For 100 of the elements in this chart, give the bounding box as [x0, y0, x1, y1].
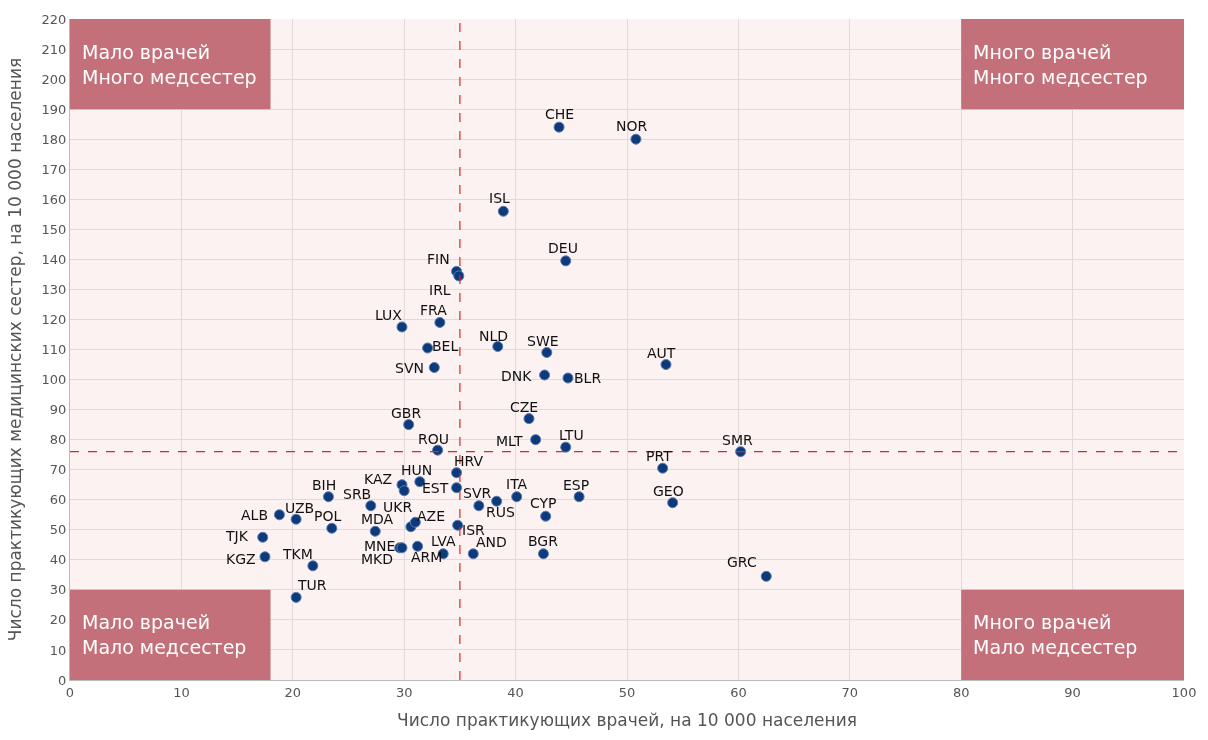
- point: [539, 369, 551, 381]
- y-tick-label: 30: [49, 582, 67, 598]
- y-tick-label: 190: [41, 101, 67, 117]
- y-tick-label: 80: [49, 432, 67, 448]
- series-label: TUR: [297, 577, 327, 593]
- series-label: POL: [314, 508, 342, 524]
- series-label: BLR: [574, 370, 602, 386]
- point: [290, 513, 302, 525]
- series-label: ROU: [418, 431, 449, 447]
- series-label: HRV: [454, 453, 484, 469]
- series-label: CYP: [530, 495, 557, 511]
- series-label: TJK: [225, 528, 249, 544]
- series-label: IRL: [429, 282, 451, 298]
- point: [396, 321, 408, 333]
- x-tick-label: 10: [173, 684, 190, 700]
- series-label: FRA: [420, 302, 448, 318]
- series-label: KGZ: [226, 551, 256, 567]
- x-tick-label: 50: [618, 684, 636, 700]
- y-tick-label: 70: [49, 462, 67, 478]
- series-label: SVR: [463, 485, 492, 501]
- series-label: MNE: [364, 538, 396, 554]
- x-axis-title: Число практикующих врачей, на 10 000 населения: [397, 710, 857, 730]
- y-tick-label: 20: [49, 612, 67, 628]
- series-label: SVN: [395, 360, 424, 376]
- annotation: Много врачей Мало медсестер: [973, 611, 1138, 658]
- point: [530, 434, 542, 446]
- y-tick-label: 150: [41, 221, 67, 237]
- point: [473, 500, 485, 512]
- series-label: MLT: [496, 433, 523, 449]
- series-label: CHE: [545, 106, 575, 122]
- y-tick-label: 180: [41, 131, 67, 147]
- y-tick-label: 210: [41, 41, 67, 57]
- series-label: DNK: [501, 368, 533, 384]
- point: [452, 519, 464, 531]
- x-tick-label: 90: [1064, 684, 1081, 700]
- point: [657, 462, 669, 474]
- point: [497, 205, 509, 217]
- point: [511, 491, 523, 503]
- series-label: SMR: [722, 432, 753, 448]
- point: [322, 491, 334, 503]
- point: [491, 495, 503, 507]
- point: [326, 522, 338, 534]
- series-label: ESP: [563, 477, 590, 493]
- x-tick-label: 40: [507, 684, 524, 700]
- point: [369, 525, 381, 537]
- y-tick-label: 50: [49, 522, 67, 538]
- y-axis-title: Число практикующих медицинских сестер, на 10 000 населения: [5, 57, 26, 642]
- point: [451, 467, 463, 479]
- series-label: KAZ: [364, 471, 393, 487]
- series-label: FIN: [427, 251, 450, 267]
- x-tick-label: 70: [841, 684, 859, 700]
- point: [541, 347, 553, 358]
- y-tick-label: 200: [41, 71, 67, 87]
- y-tick-label: 120: [41, 312, 67, 327]
- series-label: CZE: [510, 399, 539, 415]
- point: [560, 441, 572, 453]
- point: [760, 570, 772, 582]
- x-tick-label: 80: [952, 684, 970, 700]
- point: [307, 560, 319, 572]
- series-label: TKM: [282, 546, 313, 562]
- series-label: NLD: [479, 328, 509, 344]
- point: [660, 359, 672, 371]
- point: [492, 341, 504, 352]
- point: [365, 500, 377, 512]
- y-tick-label: 170: [41, 161, 67, 177]
- series-label: NOR: [616, 118, 648, 134]
- y-tick-label: 90: [49, 402, 67, 418]
- point: [560, 255, 572, 267]
- y-tick-label: 10: [49, 642, 67, 658]
- point: [257, 531, 269, 543]
- series-label: EST: [422, 480, 449, 496]
- annotation: Мало врачей Мало медсестер: [82, 611, 247, 658]
- series-label: AUT: [647, 345, 676, 361]
- point: [451, 482, 463, 494]
- point: [434, 316, 446, 328]
- series-label: ARM: [411, 549, 443, 565]
- point: [398, 485, 410, 497]
- series-label: BIH: [312, 477, 337, 493]
- y-tick-label: 40: [49, 552, 67, 568]
- point: [553, 121, 565, 133]
- y-tick-label: 220: [41, 11, 67, 27]
- point: [630, 133, 642, 145]
- y-tick-label: 140: [41, 251, 67, 267]
- y-tick-label: 60: [49, 492, 67, 508]
- series-label: LVA: [431, 533, 456, 549]
- y-tick-label: 160: [41, 191, 67, 207]
- series-label: ISL: [489, 190, 511, 206]
- y-tick-label: 130: [41, 281, 67, 297]
- series-label: SRB: [343, 486, 372, 502]
- x-tick-label: 20: [284, 684, 302, 700]
- point: [412, 540, 424, 552]
- series-label: DEU: [548, 240, 578, 256]
- point: [537, 548, 549, 560]
- point: [562, 372, 574, 384]
- series-label: ALB: [241, 507, 268, 523]
- series-label: PRT: [646, 448, 673, 464]
- series-label: LUX: [375, 307, 403, 323]
- series-label: GBR: [391, 405, 422, 421]
- series-label: BGR: [528, 533, 559, 549]
- series-label: RUS: [486, 504, 515, 520]
